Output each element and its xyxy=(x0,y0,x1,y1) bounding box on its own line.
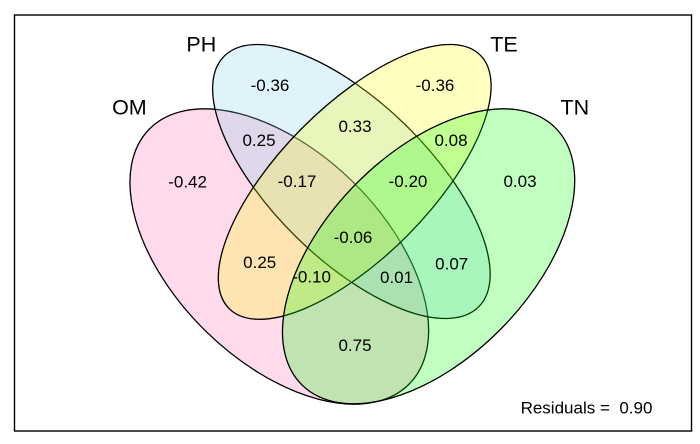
svg-text:-0.17: -0.17 xyxy=(278,172,317,191)
svg-text:-0.36: -0.36 xyxy=(416,76,455,95)
svg-text:-0.10: -0.10 xyxy=(292,268,331,287)
svg-text:0.25: 0.25 xyxy=(242,131,275,150)
svg-text:TE: TE xyxy=(490,32,517,56)
svg-text:0.07: 0.07 xyxy=(435,255,468,274)
svg-text:0.25: 0.25 xyxy=(243,253,276,272)
svg-text:-0.06: -0.06 xyxy=(334,228,373,247)
svg-text:-0.42: -0.42 xyxy=(168,173,207,192)
svg-text:0.33: 0.33 xyxy=(338,117,371,136)
svg-text:OM: OM xyxy=(112,95,147,119)
svg-text:-0.20: -0.20 xyxy=(389,172,428,191)
svg-text:PH: PH xyxy=(186,33,216,57)
svg-text:0.75: 0.75 xyxy=(338,336,371,355)
svg-text:Residuals = 0.90: Residuals = 0.90 xyxy=(521,399,653,418)
svg-text:TN: TN xyxy=(560,95,589,119)
svg-text:0.01: 0.01 xyxy=(380,268,413,287)
svg-text:0.08: 0.08 xyxy=(434,131,467,150)
svg-text:-0.36: -0.36 xyxy=(251,76,290,95)
svg-text:0.03: 0.03 xyxy=(503,172,536,191)
